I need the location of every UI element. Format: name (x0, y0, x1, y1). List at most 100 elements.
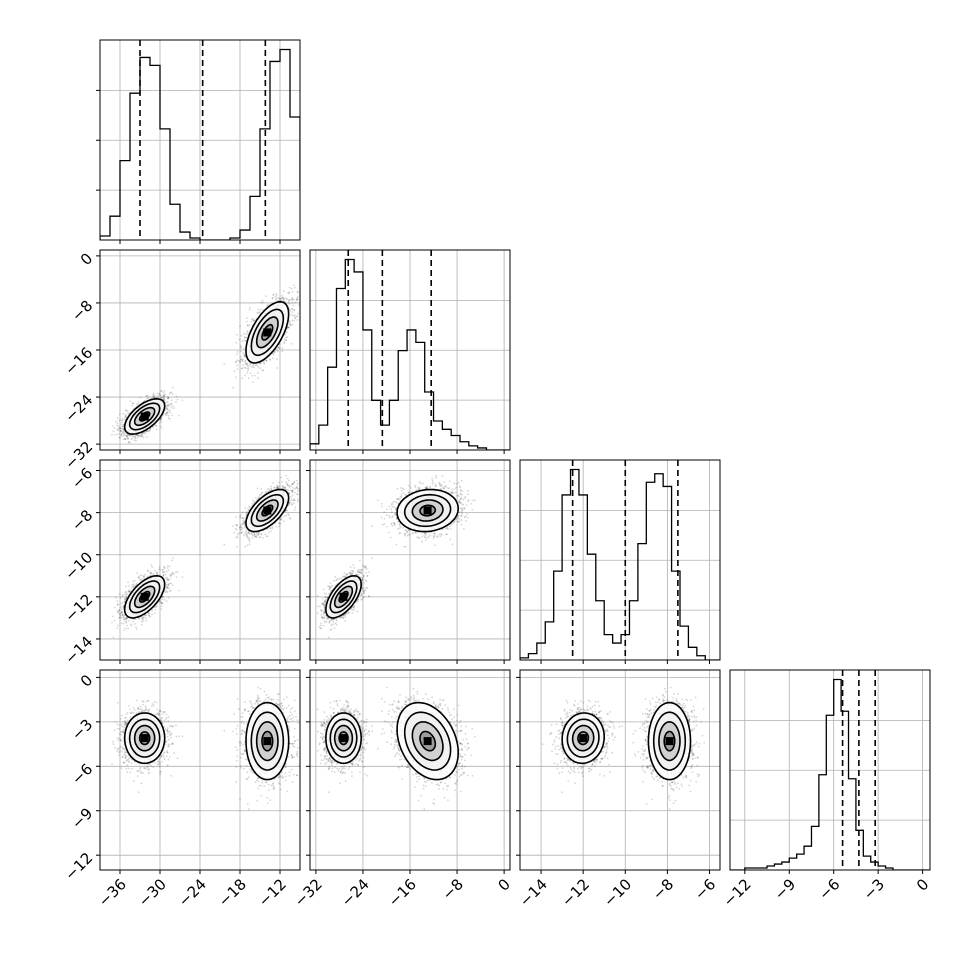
sample-point (126, 437, 129, 439)
sample-point (118, 426, 121, 429)
sample-point (251, 374, 254, 377)
sample-point (246, 372, 248, 374)
sample-point (121, 419, 124, 422)
sample-point (171, 393, 174, 395)
sample-point (293, 309, 296, 312)
sample-point (166, 395, 169, 398)
sample-point (121, 425, 124, 428)
sample-point (155, 425, 158, 427)
sample-point (301, 297, 303, 299)
sample-point (139, 578, 142, 581)
sample-point (132, 580, 135, 582)
sample-point (244, 360, 247, 363)
sample-point (120, 434, 123, 436)
sample-point (293, 286, 296, 289)
sample-point (156, 571, 159, 573)
sample-point (293, 499, 295, 502)
sample-point (247, 365, 249, 367)
sample-point (132, 402, 135, 405)
sample-point (296, 319, 299, 321)
sample-point (246, 362, 248, 365)
sample-point (142, 431, 145, 434)
sample-point (145, 395, 148, 397)
sample-point (288, 300, 290, 303)
sample-point (140, 434, 143, 436)
sample-point (282, 487, 284, 490)
sample-point (269, 358, 272, 361)
sample-point (255, 535, 257, 538)
sample-point (241, 367, 244, 370)
sample-point (139, 396, 142, 399)
sample-point (112, 636, 115, 639)
sample-point (257, 312, 260, 314)
sample-point (276, 350, 279, 353)
sample-point (288, 326, 290, 329)
sample-point (121, 432, 123, 435)
sample-point (133, 434, 136, 437)
sample-point (138, 435, 141, 438)
sample-point (300, 294, 302, 296)
sample-point (290, 324, 292, 326)
sample-point (246, 324, 249, 326)
sample-point (253, 535, 255, 537)
sample-point (147, 429, 150, 432)
sample-point (166, 405, 169, 407)
sample-point (244, 526, 246, 529)
sample-point (274, 298, 277, 301)
sample-point (249, 372, 252, 375)
sample-point (163, 390, 166, 392)
sample-point (146, 395, 149, 397)
sample-point (120, 616, 123, 619)
sample-point (237, 359, 240, 362)
sample-point (161, 601, 163, 604)
sample-point (116, 422, 119, 425)
sample-point (236, 350, 239, 353)
sample-point (291, 302, 294, 305)
sample-point (296, 299, 298, 302)
sample-point (278, 522, 281, 525)
sample-point (257, 377, 259, 380)
sample-point (162, 394, 165, 397)
sample-point (252, 364, 254, 367)
sample-point (272, 293, 275, 296)
sample-point (137, 403, 140, 406)
sample-point (120, 421, 123, 424)
sample-point (163, 397, 165, 400)
sample-point (162, 395, 165, 398)
sample-point (291, 297, 294, 299)
sample-point (236, 368, 239, 371)
sample-point (124, 438, 127, 440)
histogram-panel-0 (96, 39, 301, 244)
sample-point (272, 482, 275, 485)
sample-point (125, 434, 128, 437)
sample-point (166, 404, 169, 407)
sample-point (140, 432, 143, 435)
sample-point (162, 391, 165, 394)
sample-point (277, 346, 280, 349)
sample-point (125, 435, 128, 437)
sample-point (125, 618, 128, 620)
sample-point (239, 344, 242, 347)
sample-point (254, 500, 256, 503)
sample-point (236, 364, 239, 367)
sample-point (246, 317, 248, 319)
sample-point (241, 340, 244, 343)
sample-point (165, 412, 168, 415)
sample-point (288, 292, 290, 295)
sample-point (281, 350, 284, 353)
sample-point (259, 367, 262, 369)
sample-point (116, 417, 119, 419)
sample-point (285, 336, 288, 339)
sample-point (116, 627, 118, 629)
sample-point (166, 407, 169, 410)
sample-point (244, 355, 246, 358)
sample-point (117, 425, 120, 427)
sample-point (290, 342, 293, 345)
sample-point (168, 582, 171, 585)
sample-point (121, 435, 123, 437)
sample-point (160, 417, 163, 420)
sample-point (278, 347, 281, 350)
sample-point (289, 323, 292, 326)
sample-point (242, 523, 244, 525)
sample-point (163, 399, 166, 402)
